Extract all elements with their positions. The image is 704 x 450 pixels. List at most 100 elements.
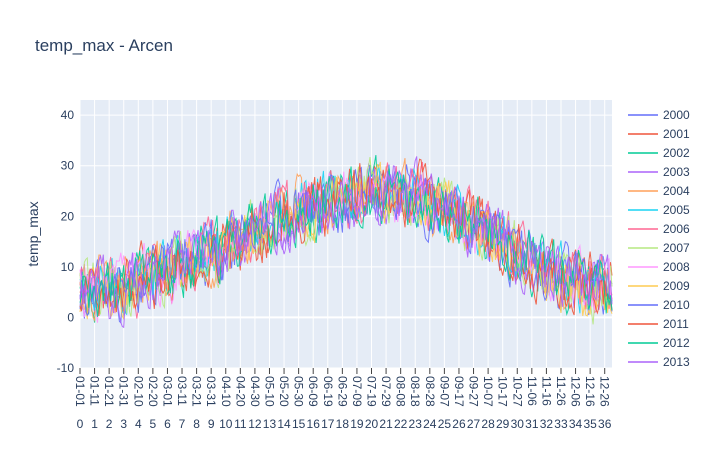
x-tick-sublabel: 7 xyxy=(179,417,186,431)
x-tick-sublabel: 32 xyxy=(540,417,554,431)
legend-label: 2002 xyxy=(663,146,690,160)
x-tick-sublabel: 17 xyxy=(321,417,335,431)
x-tick-label: 12-06 xyxy=(569,376,583,407)
x-tick-label: 11-06 xyxy=(525,376,539,406)
x-tick-sublabel: 2 xyxy=(106,417,113,431)
legend-label: 2011 xyxy=(663,317,689,331)
series-line-2012 xyxy=(79,166,613,317)
legend-item-2013[interactable]: 2013 xyxy=(628,355,690,369)
x-tick-label: 11-16 xyxy=(539,376,553,406)
legend-label: 2010 xyxy=(663,298,690,312)
x-tick-sublabel: 30 xyxy=(511,417,525,431)
legend-item-2011[interactable]: 2011 xyxy=(628,317,689,331)
x-tick-sublabel: 10 xyxy=(219,417,233,431)
legend-label: 2003 xyxy=(663,165,690,179)
x-tick-label: 02-20 xyxy=(146,376,160,407)
x-tick-sublabel: 31 xyxy=(525,417,539,431)
x-tick-sublabel: 22 xyxy=(394,417,408,431)
legend-label: 2006 xyxy=(663,222,690,236)
x-tick-sublabel: 20 xyxy=(365,417,379,431)
x-tick-sublabel: 14 xyxy=(277,417,291,431)
legend-label: 2005 xyxy=(663,203,690,217)
x-tick-label: 08-08 xyxy=(394,376,408,407)
y-axis-title: temp_max xyxy=(25,201,41,266)
x-tick-sublabel: 5 xyxy=(150,417,157,431)
x-tick-sublabel: 13 xyxy=(263,417,277,431)
x-tick-label: 01-31 xyxy=(117,376,131,407)
x-tick-sublabel: 6 xyxy=(164,417,171,431)
x-tick-label: 04-10 xyxy=(219,376,233,407)
x-tick-label: 01-11 xyxy=(88,376,102,406)
plot-background xyxy=(80,100,612,368)
x-tick-label: 05-10 xyxy=(262,376,276,407)
x-tick-sublabel: 15 xyxy=(292,417,306,431)
chart-title: temp_max - Arcen xyxy=(35,36,173,55)
x-tick-sublabel: 35 xyxy=(583,417,597,431)
x-tick-label: 06-19 xyxy=(321,376,335,407)
x-tick-sublabel: 24 xyxy=(423,417,437,431)
x-tick-sublabel: 3 xyxy=(120,417,127,431)
legend-item-2007[interactable]: 2007 xyxy=(628,241,690,255)
x-tick-sublabel: 0 xyxy=(77,417,84,431)
legend-item-2009[interactable]: 2009 xyxy=(628,279,690,293)
x-tick-label: 03-31 xyxy=(204,376,218,407)
x-tick-label: 06-29 xyxy=(335,376,349,407)
legend-label: 2013 xyxy=(663,355,690,369)
x-tick-label: 09-07 xyxy=(437,376,451,407)
x-axis-ticks: 01-01 0 01-11 1 01-21 2 01-31 3 02-10 4 02-20 503-0… xyxy=(73,368,612,431)
legend-label: 2009 xyxy=(663,279,690,293)
x-tick-sublabel: 1 xyxy=(91,417,98,431)
legend-item-2010[interactable]: 2010 xyxy=(628,298,690,312)
y-tick-label: 40 xyxy=(61,108,75,122)
x-tick-sublabel: 16 xyxy=(307,417,321,431)
y-axis-ticks: -10 0 10 20 30 40 xyxy=(57,108,75,375)
x-tick-sublabel: 23 xyxy=(409,417,423,431)
x-tick-label: 07-19 xyxy=(365,376,379,407)
x-tick-label: 01-01 xyxy=(73,376,87,407)
x-tick-label: 08-28 xyxy=(423,376,437,407)
legend-item-2012[interactable]: 2012 xyxy=(628,336,690,350)
legend-item-2004[interactable]: 2004 xyxy=(628,184,690,198)
legend-item-2008[interactable]: 2008 xyxy=(628,260,690,274)
y-tick-label: -10 xyxy=(57,361,75,375)
legend-item-2006[interactable]: 2006 xyxy=(628,222,690,236)
legend-label: 2008 xyxy=(663,260,690,274)
x-tick-sublabel: 21 xyxy=(379,417,393,431)
x-tick-label: 12-26 xyxy=(598,376,612,407)
x-tick-label: 10-07 xyxy=(481,376,495,407)
x-tick-label: 07-09 xyxy=(350,376,364,407)
x-tick-sublabel: 26 xyxy=(452,417,466,431)
x-tick-sublabel: 27 xyxy=(467,417,481,431)
legend-label: 2001 xyxy=(663,127,690,141)
y-tick-label: 30 xyxy=(61,159,75,173)
x-tick-label: 08-18 xyxy=(408,376,422,407)
legend-item-2005[interactable]: 2005 xyxy=(628,203,690,217)
x-tick-label: 01-21 xyxy=(102,376,116,407)
x-tick-label: 06-09 xyxy=(306,376,320,407)
series-lines xyxy=(79,155,613,329)
legend-label: 2000 xyxy=(663,108,690,122)
legend-label: 2007 xyxy=(663,241,690,255)
x-tick-label: 02-10 xyxy=(131,376,145,407)
x-tick-label: 10-27 xyxy=(510,376,524,407)
x-tick-sublabel: 8 xyxy=(193,417,200,431)
legend-item-2001[interactable]: 2001 xyxy=(628,127,690,141)
x-tick-sublabel: 34 xyxy=(569,417,583,431)
legend-item-2000[interactable]: 2000 xyxy=(628,108,690,122)
legend-label: 2012 xyxy=(663,336,690,350)
legend-item-2003[interactable]: 2003 xyxy=(628,165,690,179)
x-tick-label: 09-17 xyxy=(452,376,466,407)
legend-item-2002[interactable]: 2002 xyxy=(628,146,690,160)
x-tick-sublabel: 33 xyxy=(554,417,568,431)
x-tick-label: 04-30 xyxy=(248,376,262,407)
y-tick-label: 0 xyxy=(67,310,74,324)
x-tick-sublabel: 11 xyxy=(234,417,247,431)
x-tick-label: 09-27 xyxy=(467,376,481,407)
x-tick-sublabel: 19 xyxy=(350,417,364,431)
x-tick-sublabel: 36 xyxy=(598,417,612,431)
x-tick-label: 11-26 xyxy=(554,376,568,406)
y-tick-label: 10 xyxy=(61,260,75,274)
x-tick-sublabel: 9 xyxy=(208,417,215,431)
x-tick-label: 05-30 xyxy=(292,376,306,407)
x-tick-label: 12-16 xyxy=(583,376,597,407)
